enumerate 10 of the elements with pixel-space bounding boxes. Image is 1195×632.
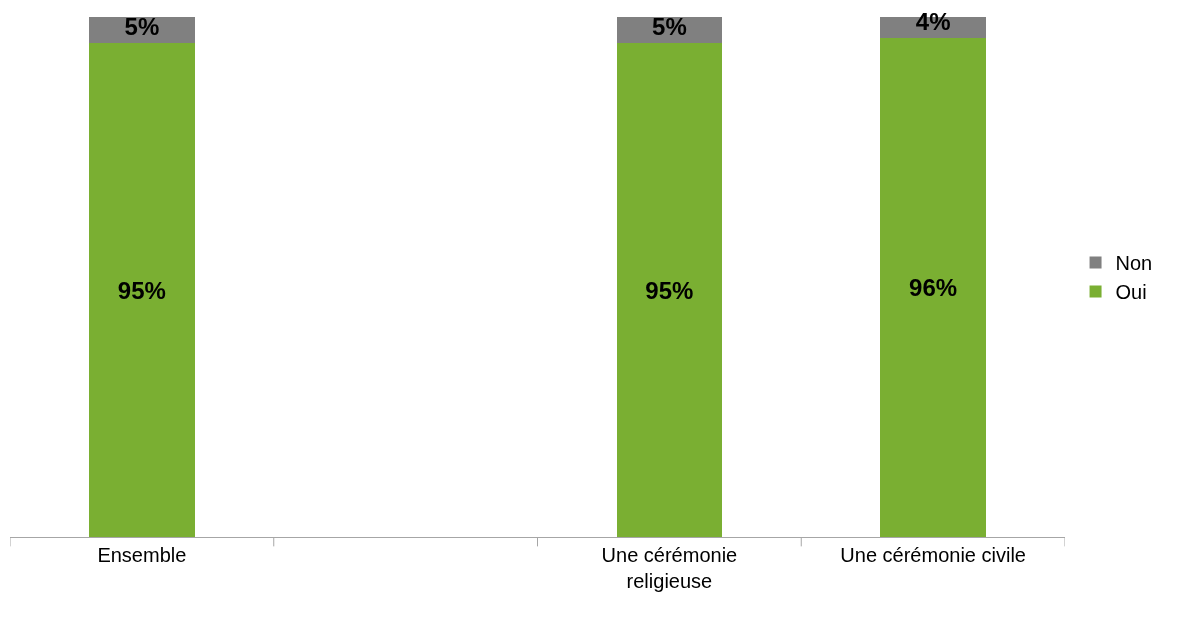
- legend-label: Non: [1115, 252, 1153, 275]
- x-tick-label: Ensemble: [97, 544, 187, 566]
- data-label: 95%: [645, 276, 694, 304]
- x-tick-label: Une cérémonie civile: [840, 544, 1026, 566]
- legend-label: Oui: [1115, 281, 1147, 304]
- data-label: 95%: [117, 276, 166, 304]
- data-label: 96%: [909, 273, 958, 301]
- x-tick-label: Une cérémonie religieuse: [601, 544, 738, 592]
- data-label: 5%: [652, 13, 687, 40]
- data-label: 5%: [124, 13, 160, 40]
